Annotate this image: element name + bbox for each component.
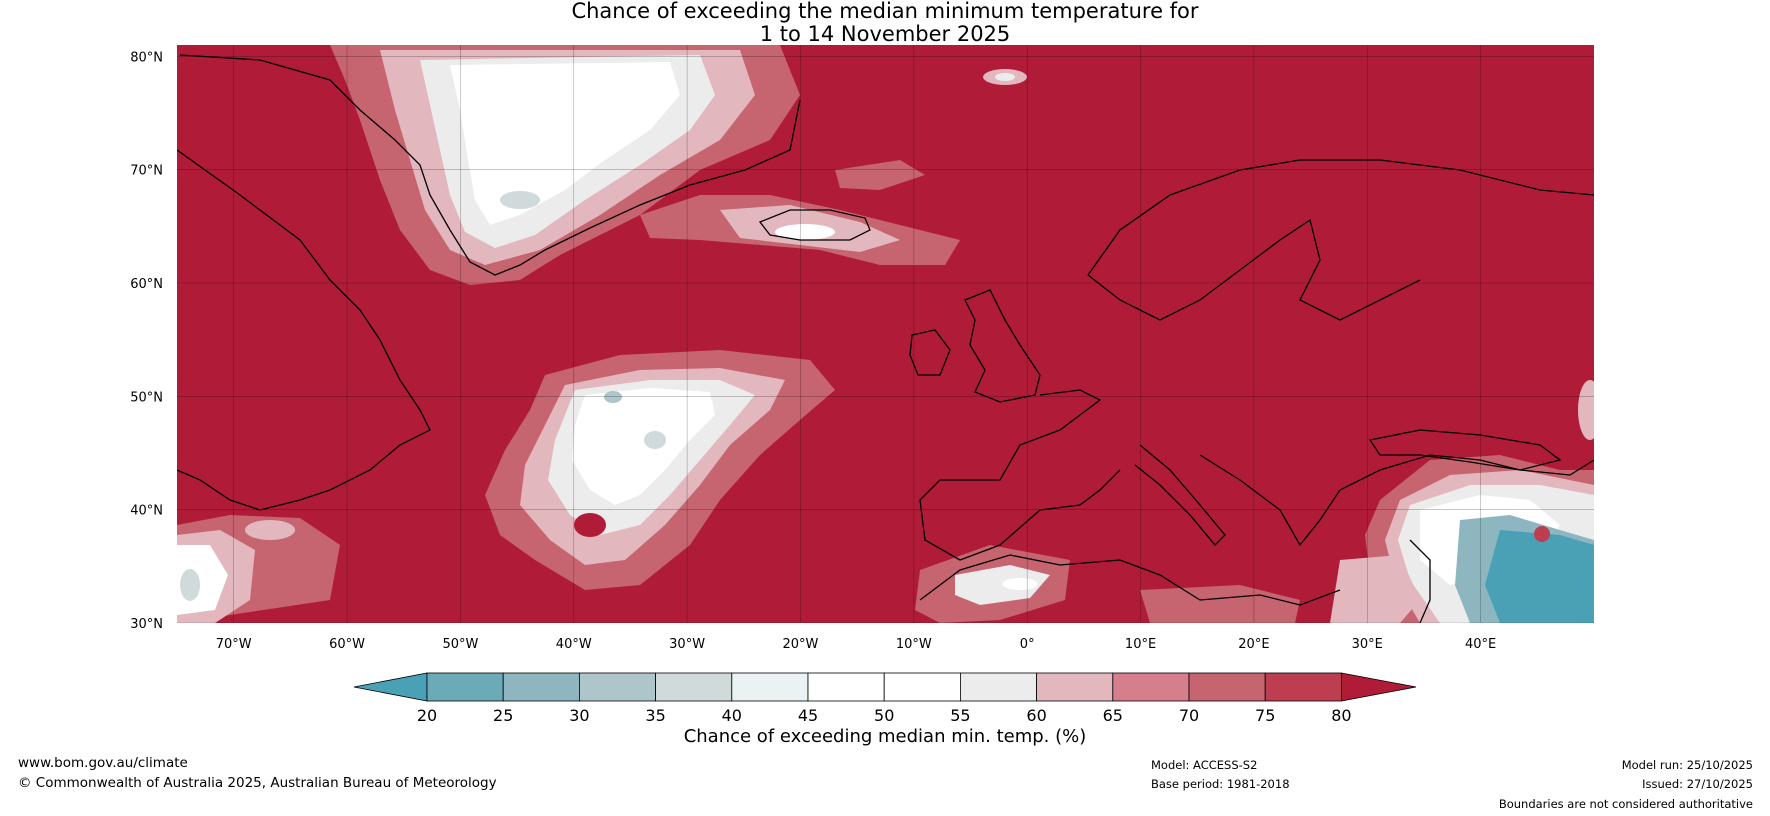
colorbar-segment xyxy=(883,672,961,702)
probability-fields xyxy=(177,45,1594,623)
colorbar-tick-label: 55 xyxy=(950,706,970,725)
lat-label: 40°N xyxy=(130,504,163,519)
footer-model: Model: ACCESS-S2 xyxy=(1151,758,1258,772)
map-title-line2: 1 to 14 November 2025 xyxy=(759,22,1011,46)
greenland-coast-west xyxy=(179,54,801,276)
norwegian-sea-field xyxy=(835,160,925,190)
colorbar-tick-label: 50 xyxy=(874,706,894,725)
colorbar-segment xyxy=(655,672,733,702)
iceland-coast xyxy=(758,209,871,241)
mideast-red-spot xyxy=(1534,526,1550,542)
longitude-labels: 70°W 60°W 50°W 40°W 30°W 20°W 10°W 0° 10°E 20°E 30… xyxy=(216,637,1497,652)
colorbar-tick-label: 70 xyxy=(1179,706,1199,725)
gb-coast xyxy=(964,289,1041,403)
colorbar-extend-low xyxy=(353,672,428,702)
lat-label: 60°N xyxy=(130,277,163,292)
colorbar-segment xyxy=(960,672,1038,702)
lon-label: 20°W xyxy=(783,637,819,652)
colorbar-segment xyxy=(1112,672,1190,702)
colorbar-segment xyxy=(426,672,504,702)
lon-label: 30°W xyxy=(669,637,705,652)
colorbar-ticks: 20 25 30 35 40 45 50 55 60 65 70 75 80 xyxy=(417,706,1352,725)
lon-label: 0° xyxy=(1020,637,1035,652)
egypt-field xyxy=(1330,555,1420,623)
atlantic-blue-2 xyxy=(644,431,666,449)
colorbar-segment xyxy=(502,672,580,702)
greenland-field-core xyxy=(450,62,680,225)
nova-scotia-field xyxy=(245,520,295,540)
lat-label: 70°N xyxy=(130,164,163,179)
colorbar-segments xyxy=(353,672,1417,702)
n-africa-white xyxy=(1002,578,1038,590)
atlantic-blue-1 xyxy=(604,391,622,403)
caspian-field xyxy=(1578,380,1594,440)
colorbar-segment xyxy=(1188,672,1266,702)
svalbard-field-core xyxy=(995,73,1015,81)
colorbar-tick-label: 60 xyxy=(1026,706,1046,725)
colorbar-segment xyxy=(731,672,809,702)
colorbar-tick-label: 20 xyxy=(417,706,437,725)
ireland-coast xyxy=(909,329,951,376)
lon-label: 30°E xyxy=(1352,637,1383,652)
footer-website: www.bom.gov.au/climate xyxy=(18,755,188,771)
atlantic-field-core xyxy=(572,388,715,505)
lon-label: 40°W xyxy=(556,637,592,652)
italy-coast xyxy=(1134,444,1226,546)
lon-label: 10°W xyxy=(896,637,932,652)
latitude-labels: 30°N 40°N 50°N 60°N 70°N 80°N xyxy=(130,50,163,632)
colorbar-tick-label: 80 xyxy=(1331,706,1351,725)
balkans-coast xyxy=(1199,454,1594,547)
atlantic-red-1 xyxy=(574,513,606,537)
colorbar-label: Chance of exceeding median min. temp. (%… xyxy=(683,726,1087,747)
lon-label: 40°E xyxy=(1465,637,1496,652)
colorbar-tick-label: 45 xyxy=(798,706,818,725)
greenland-blue-patch xyxy=(500,191,540,209)
lon-label: 70°W xyxy=(216,637,252,652)
footer-disclaimer: Boundaries are not considered authoritat… xyxy=(1498,797,1753,811)
black-sea-coast xyxy=(1368,429,1562,471)
lon-label: 20°E xyxy=(1238,637,1269,652)
footer-model-run: Model run: 25/10/2025 xyxy=(1621,758,1753,772)
levant-coast xyxy=(1409,539,1431,623)
lat-label: 80°N xyxy=(130,50,163,65)
sw-corner-blue xyxy=(180,569,200,601)
map-title-line1: Chance of exceeding the median minimum t… xyxy=(571,0,1199,23)
footer-base-period: Base period: 1981-2018 xyxy=(1151,777,1290,791)
colorbar-tick-label: 25 xyxy=(493,706,513,725)
med-coast-africa xyxy=(919,554,1341,606)
colorbar-segment xyxy=(1036,672,1114,702)
colorbar-segment xyxy=(807,672,885,702)
map-title: Chance of exceeding the median minimum t… xyxy=(0,0,1770,46)
coastlines xyxy=(177,54,1594,623)
colorbar-tick-label: 65 xyxy=(1103,706,1123,725)
scandinavia-coast xyxy=(1087,218,1421,321)
mideast-blue-inner xyxy=(1485,530,1594,623)
colorbar-tick-label: 40 xyxy=(722,706,742,725)
colorbar-extend-high xyxy=(1341,672,1417,702)
europe-coast xyxy=(1087,159,1594,276)
lon-label: 50°W xyxy=(442,637,478,652)
w-europe-coast xyxy=(919,389,1121,561)
canada-coast xyxy=(177,149,431,511)
colorbar-tick-label: 75 xyxy=(1255,706,1275,725)
colorbar-segment xyxy=(1264,672,1342,702)
lat-label: 50°N xyxy=(130,390,163,405)
lon-label: 10°E xyxy=(1125,637,1156,652)
colorbar-tick-label: 35 xyxy=(645,706,665,725)
colorbar-tick-label: 30 xyxy=(569,706,589,725)
colorbar-segment xyxy=(579,672,657,702)
lon-label: 60°W xyxy=(329,637,365,652)
lat-label: 30°N xyxy=(130,617,163,632)
iceland-white xyxy=(775,224,835,240)
footer-copyright: © Commonwealth of Australia 2025, Austra… xyxy=(18,775,497,791)
footer-issued: Issued: 27/10/2025 xyxy=(1642,777,1753,791)
gridlines xyxy=(177,45,1594,623)
